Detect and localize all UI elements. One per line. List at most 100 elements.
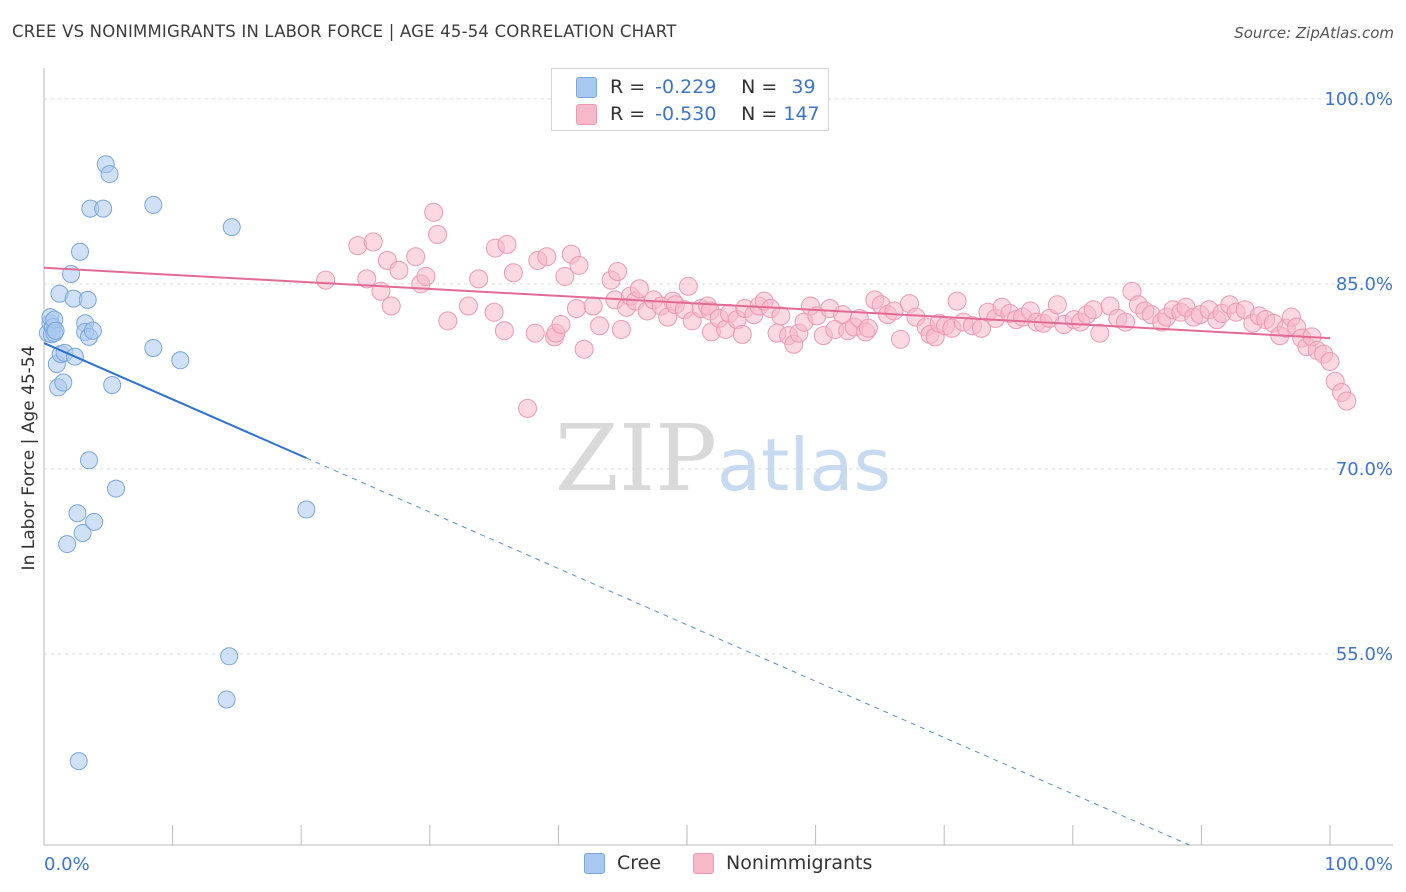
nonimmigrants-point [566, 299, 586, 318]
nonimmigrants-point [525, 323, 545, 343]
cree-point [220, 647, 239, 666]
nonimmigrants-point [569, 255, 589, 275]
nonimmigrants-point [1083, 300, 1103, 320]
nonimmigrants-point [947, 291, 967, 311]
cree-point [217, 690, 236, 709]
nonimmigrants-point [732, 324, 752, 344]
trend-lines [43, 266, 1331, 846]
n-label: N = [741, 103, 778, 125]
nonimmigrants-point [551, 315, 571, 335]
y-tick-label: 100.0% [1324, 89, 1393, 110]
legend-item-nonimmigrants[interactable]: Nonimmigrants [693, 852, 872, 874]
cree-swatch [576, 76, 597, 98]
cree-point [69, 752, 88, 771]
nonimmigrants-swatch [576, 103, 597, 125]
nonimmigrants-point [1337, 391, 1357, 411]
nonimmigrants-point [416, 266, 436, 286]
correlation-stats-box: R = -0.229 N = 39 R = -0.530 N = 147 [551, 68, 829, 131]
cree-swatch [584, 852, 605, 874]
nonimmigrants-point [1116, 312, 1136, 332]
cree-point [54, 373, 73, 392]
nonimmigrants-trend-line [43, 266, 1331, 340]
legend-label: Cree [617, 852, 662, 874]
legend: Cree Nonimmigrants [584, 852, 904, 874]
watermark-atlas: atlas [717, 423, 891, 507]
nonimmigrants-point [1090, 323, 1110, 343]
nonimmigrants-point [316, 270, 336, 290]
nonimmigrants-point [574, 339, 594, 359]
cree-point [83, 321, 102, 340]
cree-point [58, 535, 77, 554]
nonimmigrants-point [608, 262, 628, 281]
nonimmigrants-swatch [693, 852, 715, 874]
cree-trend-extension [306, 457, 1190, 846]
y-tick-label: 70.0% [1336, 459, 1393, 480]
cree-point [144, 195, 163, 214]
nonimmigrants-point [890, 329, 910, 349]
cree-points [38, 155, 316, 771]
nonimmigrants-point [590, 316, 610, 336]
r-label: R = [610, 76, 646, 98]
stats-row-nonimmigrants: R = -0.530 N = 147 [576, 101, 820, 127]
cree-point [171, 351, 190, 370]
cree-point [46, 321, 65, 340]
watermark: ZIP atlas [555, 405, 891, 512]
nonimmigrants-point [357, 269, 377, 289]
nonimmigrants-point [611, 319, 631, 339]
watermark-zip: ZIP [555, 405, 717, 512]
nonimmigrants-point [469, 269, 489, 289]
cree-point [73, 523, 92, 542]
r-label: R = [610, 103, 646, 125]
nonimmigrants-point [424, 202, 444, 222]
nonimmigrants-point [1047, 295, 1067, 315]
cree-point [71, 242, 90, 261]
nonimmigrants-point [389, 260, 409, 280]
y-tick-label: 85.0% [1336, 274, 1393, 295]
r-value: -0.229 [655, 76, 717, 98]
nonimmigrants-point [555, 266, 575, 286]
x-tick-label-right: 100.0% [1324, 854, 1393, 875]
n-value: 39 [791, 76, 816, 98]
x-tick-label-left: 0.0% [44, 854, 90, 875]
y-axis-label: In Labor Force | Age 45-54 [19, 346, 39, 571]
grid-lines [44, 98, 1393, 655]
cree-point [144, 338, 163, 357]
cree-point [100, 165, 119, 184]
axes [43, 68, 1393, 846]
legend-label: Nonimmigrants [726, 852, 873, 874]
nonimmigrants-point [503, 263, 523, 283]
nonimmigrants-point [484, 302, 504, 322]
n-label: N = [741, 76, 778, 98]
nonimmigrants-point [494, 321, 514, 341]
nonimmigrants-point [518, 398, 538, 418]
n-value: 147 [783, 103, 820, 125]
cree-point [80, 451, 99, 470]
y-tick-label: 55.0% [1336, 644, 1393, 665]
nonimmigrants-point [537, 247, 557, 267]
stats-row-cree: R = -0.229 N = 39 [576, 74, 816, 100]
nonimmigrants-point [428, 225, 448, 244]
y-tick-labels: 100.0% 85.0% 70.0% 55.0% [1324, 89, 1393, 665]
nonimmigrants-point [406, 247, 426, 267]
nonimmigrants-point [583, 296, 603, 316]
cree-point [107, 479, 126, 498]
cree-point [297, 500, 316, 519]
cree-point [94, 199, 113, 218]
nonimmigrants-point [678, 276, 698, 296]
nonimmigrants-point [381, 296, 401, 316]
cree-trend-line [43, 342, 307, 459]
nonimmigrants-point [858, 318, 878, 338]
r-value: -0.530 [655, 103, 717, 125]
nonimmigrants-point [363, 232, 383, 252]
chart-title: CREE VS NONIMMIGRANTS IN LABOR FORCE | A… [12, 22, 677, 41]
cree-point [103, 375, 122, 394]
cree-point [78, 290, 97, 309]
cree-point [68, 504, 87, 523]
legend-item-cree[interactable]: Cree [584, 852, 661, 874]
cree-point [222, 218, 241, 237]
nonimmigrants-point [458, 296, 478, 316]
nonimmigrants-point [771, 306, 791, 326]
cree-point [85, 512, 104, 531]
nonimmigrants-point [1320, 352, 1340, 372]
